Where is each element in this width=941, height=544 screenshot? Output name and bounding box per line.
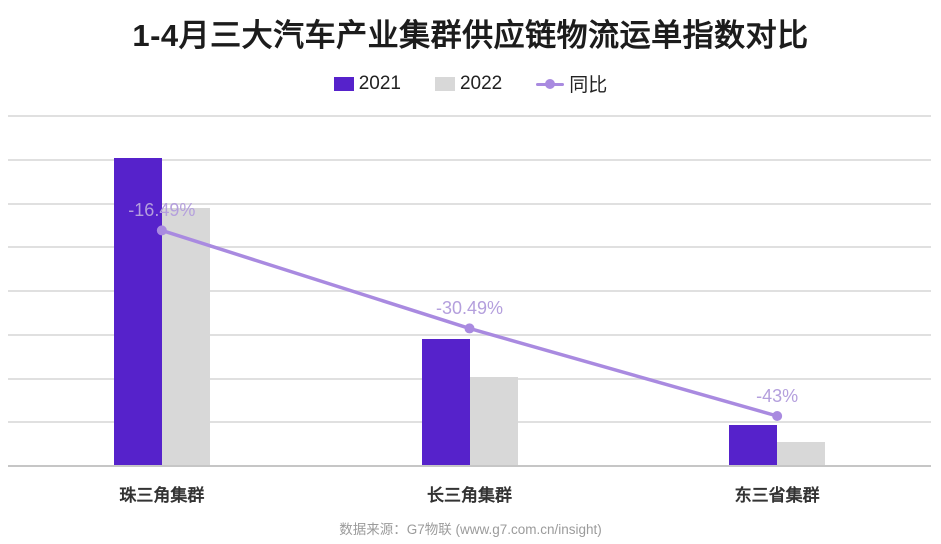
x-axis-labels: 珠三角集群 长三角集群 东三省集群 xyxy=(8,481,931,506)
legend-swatch-2021 xyxy=(333,76,354,91)
data-source-caption: 数据来源：G7物联 (www.g7.com.cn/insight) xyxy=(339,522,602,537)
bar-2022-cluster-2 xyxy=(469,377,518,465)
legend-swatch-2022 xyxy=(434,76,455,91)
bar-2021-cluster-1 xyxy=(113,157,162,465)
bar-2022-cluster-3 xyxy=(777,442,826,465)
yoy-line xyxy=(160,228,779,418)
yoy-line-series xyxy=(156,225,783,421)
legend-item-yoy: 同比 xyxy=(536,70,607,97)
yoy-point-1 xyxy=(156,225,167,236)
chart-title: 1-4月三大汽车产业集群供应链物流运单指数对比 xyxy=(132,18,809,53)
legend-label-yoy: 同比 xyxy=(569,75,608,96)
x-axis-label-2: 长三角集群 xyxy=(427,486,512,505)
legend: 2021 2022 同比 xyxy=(0,70,941,97)
bar-2022-cluster-1 xyxy=(161,208,210,465)
gridline xyxy=(8,202,931,205)
legend-item-2022: 2022 xyxy=(434,72,503,95)
bar-2021-cluster-2 xyxy=(421,338,470,465)
yoy-point-3 xyxy=(772,411,783,421)
gridline xyxy=(8,115,931,117)
x-axis-label-1: 珠三角集群 xyxy=(119,486,205,505)
gridline xyxy=(8,158,931,161)
yoy-point-label-1: -16.49% xyxy=(128,200,196,221)
legend-label-2021: 2021 xyxy=(358,72,401,94)
legend-label-2022: 2022 xyxy=(459,72,503,94)
gridline xyxy=(8,333,931,336)
plot-area: -16.49% -30.49% -43% xyxy=(8,115,931,467)
legend-line-dot xyxy=(545,78,556,89)
bar-2021-cluster-3 xyxy=(729,425,778,465)
line-marker-icon xyxy=(536,77,565,91)
yoy-point-label-2: -30.49% xyxy=(435,298,504,319)
gridline xyxy=(8,290,931,292)
yoy-point-label-3: -43% xyxy=(756,386,799,406)
x-axis-label-3: 东三省集群 xyxy=(734,486,820,505)
legend-item-2021: 2021 xyxy=(333,72,401,95)
gridline xyxy=(8,246,931,249)
yoy-point-2 xyxy=(464,323,475,334)
